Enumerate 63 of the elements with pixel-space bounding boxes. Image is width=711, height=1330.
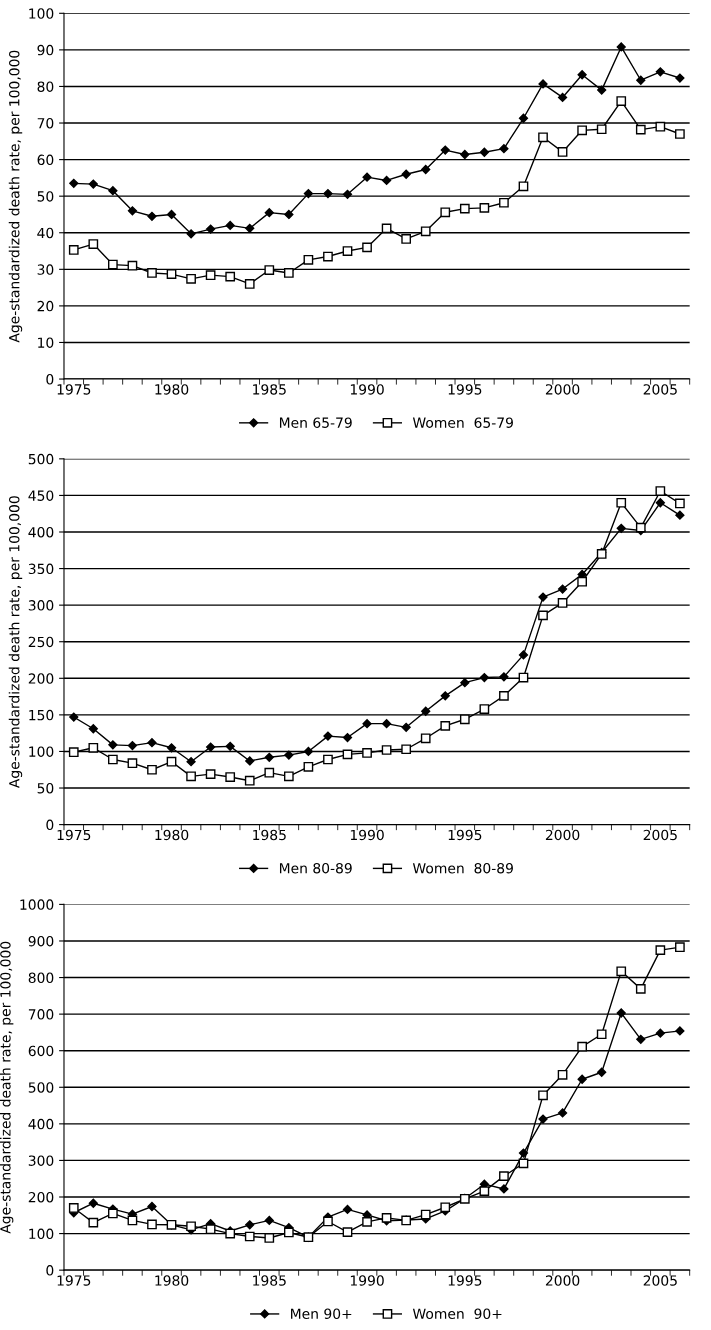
y-tick-label: 80 [37,81,54,92]
x-tick-label: 1975 [57,384,91,395]
y-tick-label: 400 [28,526,54,538]
legend-label: Men 90+ [291,1308,352,1319]
x-tick-label: 1985 [253,1275,286,1286]
y-tick-label: 100 [29,1228,54,1240]
y-tick-label: 0 [46,1265,54,1276]
y-tick-label: 300 [28,600,54,611]
x-tick-label: 2000 [545,829,580,841]
legend-label: Women 65-79 [412,417,513,428]
y-axis-title: Age-standardized death rate, per 100,000 [0,941,14,1234]
y-tick-label: 200 [28,673,54,684]
x-tick-label: 1990 [350,384,384,395]
y-tick-label: 0 [46,374,54,385]
y-tick-label: 20 [37,300,54,312]
y-tick-label: 100 [29,8,54,19]
y-tick-label: 250 [28,636,54,648]
x-tick-label: 2005 [643,1275,677,1286]
y-tick-label: 700 [28,1009,54,1020]
x-tick-label: 1995 [448,1275,482,1286]
legend-label: Men 80-89 [279,862,352,874]
y-tick-label: 90 [37,44,54,56]
y-tick-label: 400 [28,1118,54,1130]
y-tick-label: 100 [29,746,54,757]
y-tick-label: 10 [38,337,54,348]
x-tick-label: 2000 [545,384,580,395]
legend-label: Women 90+ [412,1308,502,1319]
legend-label: Women 80-89 [412,862,513,874]
x-tick-label: 1990 [350,829,384,841]
y-tick-label: 1000 [20,899,54,910]
x-tick-label: 1985 [253,829,286,841]
y-axis-title: Age-standardized death rate, per 100,000 [8,496,23,789]
legend-label: Men 65-79 [279,417,352,428]
y-tick-label: 350 [28,563,54,575]
y-tick-label: 450 [28,490,54,501]
y-tick-label: 500 [28,453,54,465]
x-tick-label: 1975 [57,1275,91,1286]
x-tick-label: 2000 [545,1275,580,1286]
x-tick-label: 2005 [643,384,677,395]
y-tick-label: 0 [46,819,54,831]
y-tick-label: 200 [28,1191,54,1203]
y-tick-label: 30 [37,264,54,275]
y-tick-label: 50 [37,191,54,202]
x-tick-label: 1980 [155,384,189,395]
y-tick-label: 40 [37,227,54,239]
y-tick-label: 50 [37,782,54,794]
y-tick-label: 150 [29,709,54,721]
x-tick-label: 1985 [253,384,286,395]
y-tick-label: 500 [28,1082,54,1093]
y-tick-label: 300 [28,1155,54,1166]
x-tick-label: 1975 [57,829,91,841]
y-axis-title: Age-standardized death rate, per 100,000 [8,50,23,343]
x-tick-label: 1980 [155,829,189,841]
y-tick-label: 70 [37,117,54,129]
x-tick-label: 1995 [448,384,482,395]
y-tick-label: 600 [28,1045,54,1057]
x-tick-label: 1980 [155,1275,189,1286]
x-tick-label: 2005 [643,829,677,841]
y-tick-label: 800 [28,972,54,984]
x-tick-label: 1995 [448,829,482,841]
y-tick-label: 60 [37,154,54,166]
y-tick-label: 900 [28,935,54,947]
x-tick-label: 1990 [350,1275,384,1286]
